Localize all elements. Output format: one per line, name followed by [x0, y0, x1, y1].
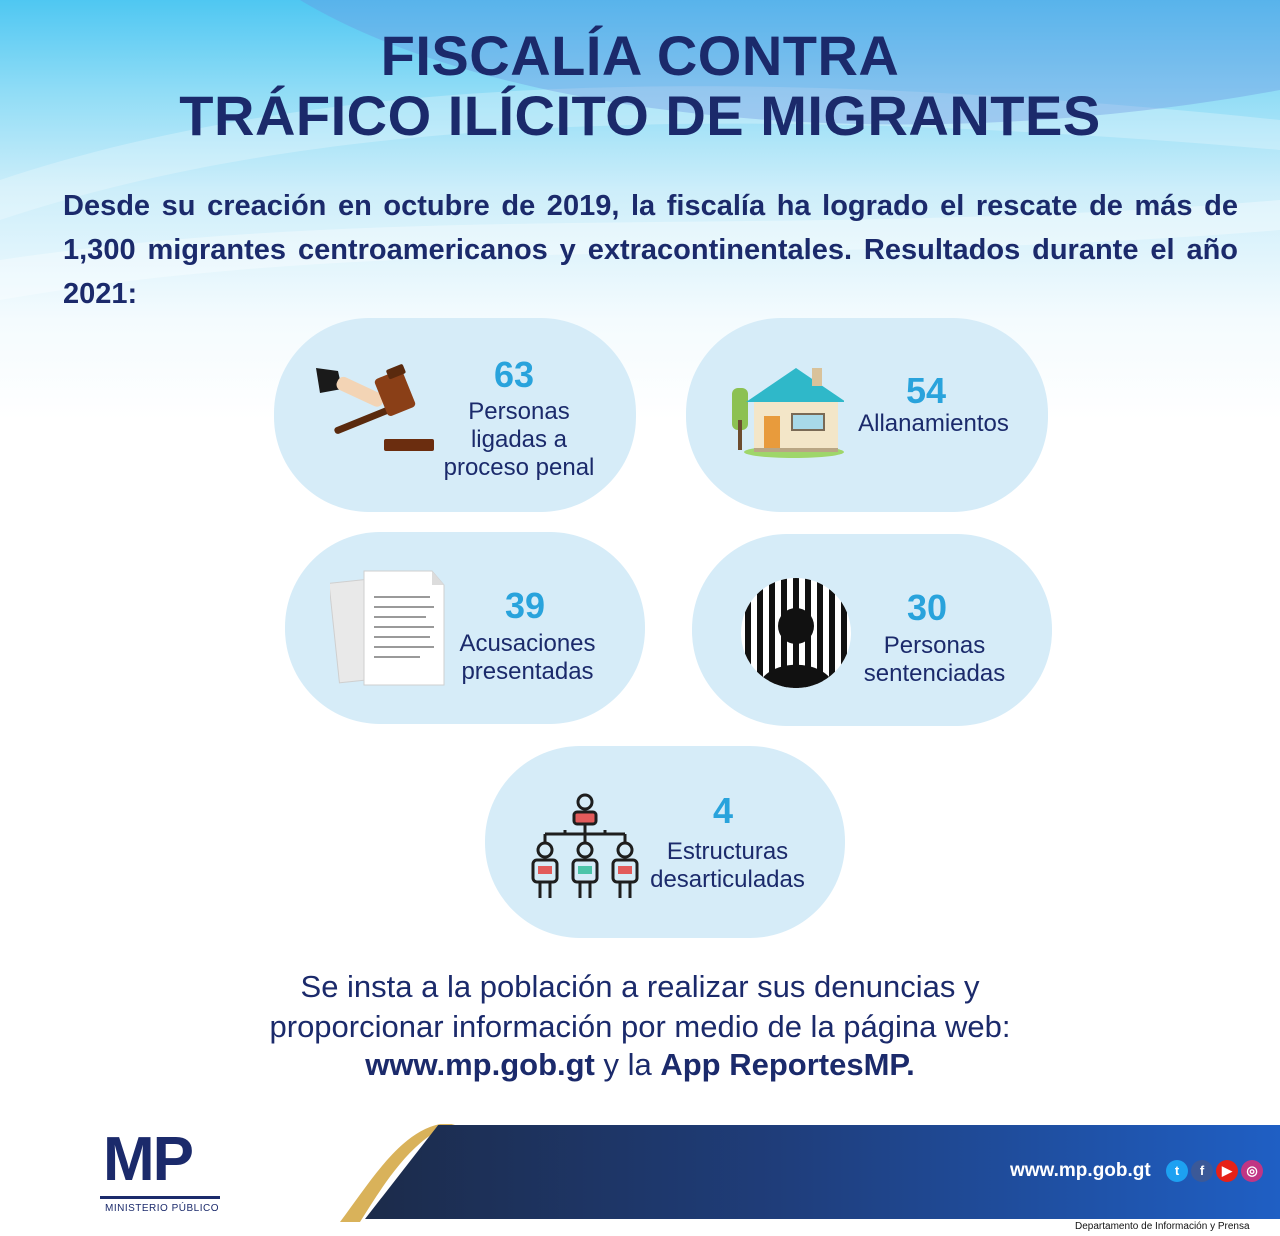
org-structure-icon [531, 793, 639, 898]
stat-card-acusaciones: 39 Acusaciones presentadas [285, 532, 645, 724]
twitter-icon[interactable]: t [1166, 1160, 1188, 1182]
stat-number-allanamientos: 54 [905, 370, 947, 411]
website-link[interactable]: www.mp.gob.gt [365, 1047, 595, 1082]
department-credit: Departamento de Información y Prensa [1075, 1221, 1250, 1232]
stat-number-sentenciadas: 30 [906, 587, 948, 628]
stat-card-allanamientos: 54 Allanamientos [686, 318, 1048, 512]
stat-card-procesos: 63 Personas ligadas a proceso penal [274, 318, 636, 512]
app-name: App ReportesMP. [660, 1047, 915, 1082]
documents-icon [330, 570, 445, 686]
stat-card-sentenciadas: 30 Personas sentenciadas [692, 534, 1052, 726]
facebook-icon[interactable]: f [1191, 1160, 1213, 1182]
page-title-line2: TRÁFICO ILÍCITO DE MIGRANTES [179, 84, 1101, 147]
stat-number-procesos: 63 [493, 354, 535, 395]
logo-divider [100, 1196, 220, 1199]
footer-bar [365, 1125, 1280, 1219]
stat-label-estructuras: Estructuras desarticuladas [650, 838, 805, 893]
stat-card-estructuras: 4 Estructuras desarticuladas [485, 746, 845, 938]
stat-label-acusaciones: Acusaciones presentadas [459, 630, 596, 685]
youtube-icon[interactable]: ▶ [1216, 1160, 1238, 1182]
stat-label-procesos: Personas ligadas a proceso penal [443, 398, 595, 481]
stat-number-acusaciones: 39 [504, 585, 546, 626]
stat-label-sentenciadas: Personas sentenciadas [863, 632, 1006, 687]
gavel-icon [316, 364, 434, 451]
page-title-line1: FISCALÍA CONTRA [380, 24, 900, 87]
instagram-icon[interactable]: ◎ [1241, 1160, 1263, 1182]
call-to-action-line2: proporcionar información por medio de la… [269, 1009, 1011, 1044]
call-to-action-line3: www.mp.gob.gt y la App ReportesMP. [0, 1045, 1280, 1084]
house-icon [732, 368, 844, 458]
stat-label-allanamientos: Allanamientos [858, 410, 1009, 437]
call-to-action-line1: Se insta a la población a realizar sus d… [300, 969, 980, 1004]
prisoner-icon [741, 578, 851, 688]
gold-swoosh [340, 1124, 455, 1222]
connector-text: y la [594, 1047, 661, 1082]
mp-logo: MP [103, 1125, 194, 1194]
logo-subtitle: MINISTERIO PÚBLICO [105, 1203, 220, 1214]
footer-bar-url[interactable]: www.mp.gob.gt [1010, 1160, 1151, 1181]
stat-number-estructuras: 4 [712, 790, 734, 831]
background-swoosh [0, 0, 1280, 300]
intro-paragraph: Desde su creación en octubre de 2019, la… [63, 190, 1238, 310]
